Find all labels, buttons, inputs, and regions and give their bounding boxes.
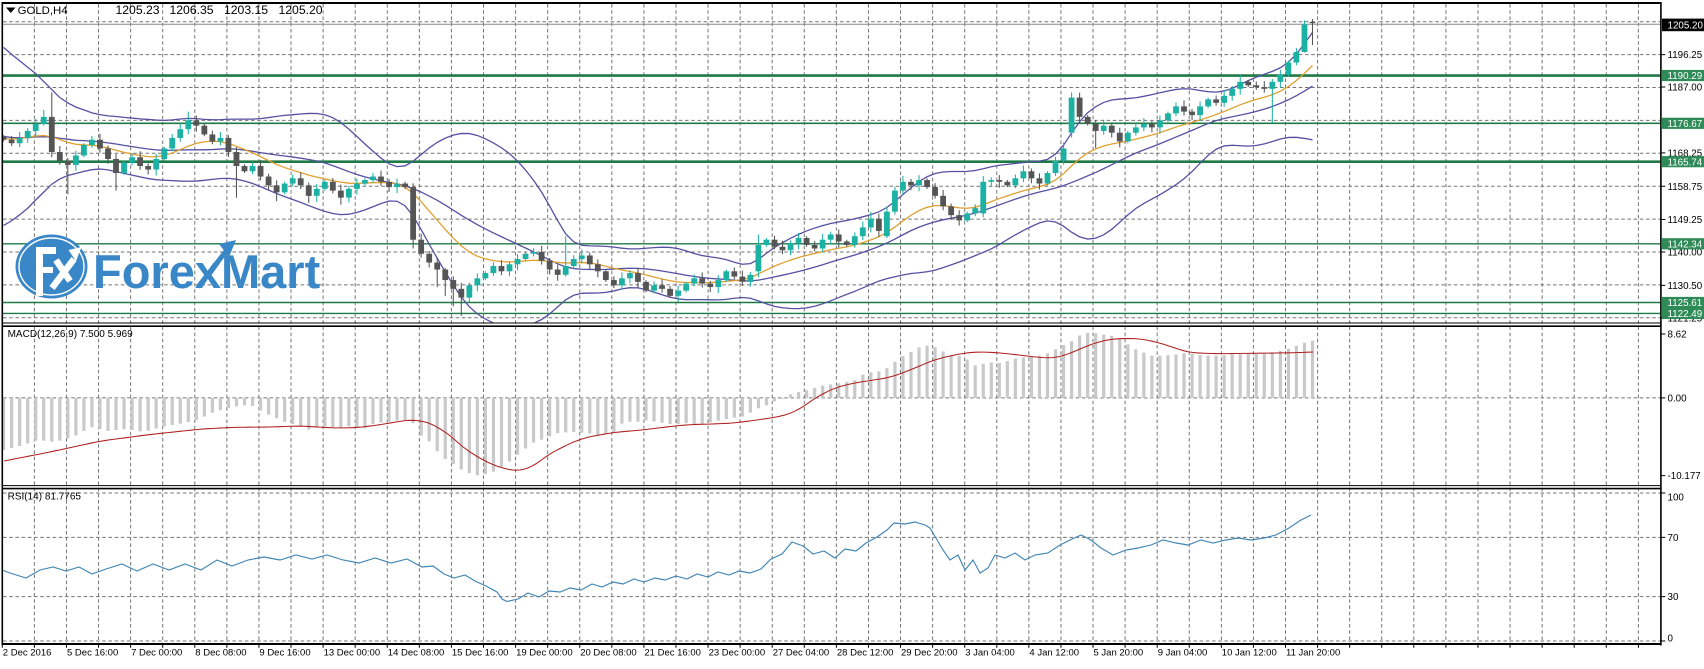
svg-text:1122.49: 1122.49: [1668, 309, 1703, 320]
svg-text:28 Dec 12:00: 28 Dec 12:00: [837, 648, 894, 659]
svg-text:8.62: 8.62: [1668, 330, 1687, 341]
svg-text:1130.50: 1130.50: [1668, 281, 1703, 292]
svg-text:14 Dec 08:00: 14 Dec 08:00: [388, 648, 445, 659]
svg-text:1176.67: 1176.67: [1668, 119, 1703, 130]
svg-text:1205.23: 1205.23: [116, 3, 160, 17]
svg-text:0.00: 0.00: [1668, 394, 1688, 405]
svg-text:9 Dec 16:00: 9 Dec 16:00: [259, 648, 310, 659]
svg-text:1190.29: 1190.29: [1668, 71, 1703, 82]
svg-text:19 Dec 00:00: 19 Dec 00:00: [516, 648, 573, 659]
svg-text:1168.25: 1168.25: [1668, 148, 1703, 159]
svg-text:5 Dec 16:00: 5 Dec 16:00: [67, 648, 118, 659]
svg-text:15 Dec 16:00: 15 Dec 16:00: [452, 648, 509, 659]
svg-text:RSI(14) 81.7765: RSI(14) 81.7765: [8, 492, 82, 503]
svg-text:2 Dec 2016: 2 Dec 2016: [3, 648, 52, 659]
svg-text:1142.34: 1142.34: [1668, 239, 1703, 250]
svg-text:23 Dec 00:00: 23 Dec 00:00: [709, 648, 766, 659]
svg-text:1165.74: 1165.74: [1668, 157, 1703, 168]
svg-text:1158.75: 1158.75: [1668, 182, 1703, 193]
svg-text:1206.35: 1206.35: [170, 3, 214, 17]
svg-text:10 Jan 12:00: 10 Jan 12:00: [1222, 648, 1277, 659]
svg-text:1125.61: 1125.61: [1668, 298, 1703, 309]
svg-text:30: 30: [1668, 592, 1679, 603]
svg-text:70: 70: [1668, 533, 1679, 544]
svg-text:9 Jan 04:00: 9 Jan 04:00: [1158, 648, 1208, 659]
svg-text:ForexMart: ForexMart: [93, 245, 321, 298]
svg-text:13 Dec 00:00: 13 Dec 00:00: [324, 648, 381, 659]
svg-text:0: 0: [1668, 634, 1674, 645]
svg-text:8 Dec 08:00: 8 Dec 08:00: [195, 648, 246, 659]
svg-text:7 Dec 00:00: 7 Dec 00:00: [131, 648, 182, 659]
svg-text:3 Jan 04:00: 3 Jan 04:00: [965, 648, 1015, 659]
svg-text:4 Jan 12:00: 4 Jan 12:00: [1029, 648, 1079, 659]
svg-text:1187.00: 1187.00: [1668, 83, 1703, 94]
svg-text:1205.20: 1205.20: [1668, 21, 1704, 32]
svg-text:100: 100: [1668, 493, 1685, 504]
svg-text:20 Dec 08:00: 20 Dec 08:00: [580, 648, 637, 659]
svg-text:21 Dec 16:00: 21 Dec 16:00: [644, 648, 701, 659]
svg-text:29 Dec 20:00: 29 Dec 20:00: [901, 648, 958, 659]
svg-text:27 Dec 04:00: 27 Dec 04:00: [773, 648, 830, 659]
svg-text:1196.25: 1196.25: [1668, 50, 1703, 61]
svg-text:MACD(12,26,9) 7.500 5.969: MACD(12,26,9) 7.500 5.969: [8, 329, 134, 340]
svg-text:1140.00: 1140.00: [1668, 248, 1703, 259]
svg-text:5 Jan 20:00: 5 Jan 20:00: [1094, 648, 1144, 659]
svg-text:-10.177: -10.177: [1668, 471, 1701, 482]
svg-text:11 Jan 20:00: 11 Jan 20:00: [1286, 648, 1340, 659]
svg-text:1149.25: 1149.25: [1668, 215, 1703, 226]
svg-text:GOLD,H4: GOLD,H4: [18, 5, 68, 17]
svg-text:1203.15: 1203.15: [224, 3, 268, 17]
svg-text:1205.20: 1205.20: [279, 3, 323, 17]
